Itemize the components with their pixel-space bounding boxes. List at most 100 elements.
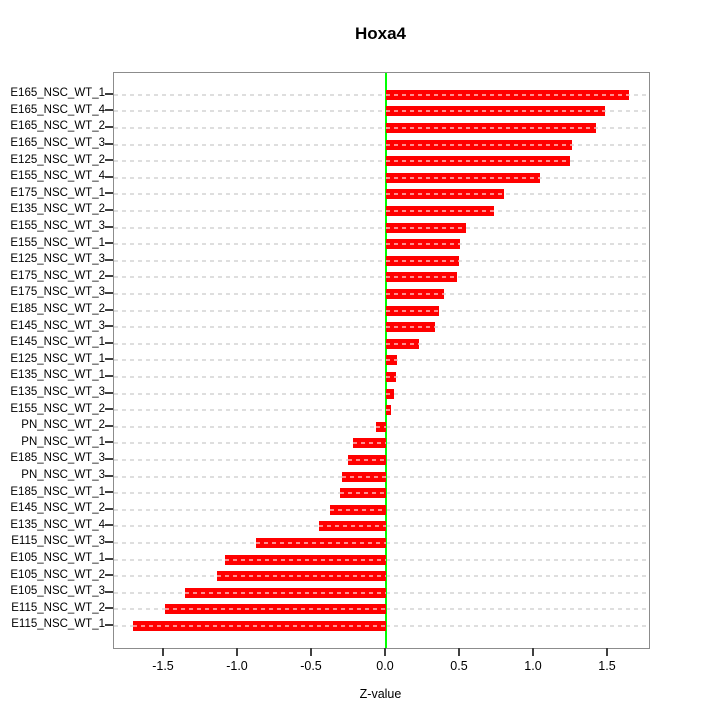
y-axis-tick bbox=[105, 142, 113, 145]
bar bbox=[386, 405, 392, 416]
y-axis-tick bbox=[105, 540, 113, 543]
y-axis-tick bbox=[105, 607, 113, 610]
bar-gridline-overlay bbox=[340, 492, 386, 495]
y-axis-tick bbox=[105, 358, 113, 361]
y-axis-tick bbox=[105, 159, 113, 162]
y-axis-label: E145_NSC_WT_2 bbox=[10, 502, 105, 515]
x-axis-tick-label: -1.0 bbox=[226, 659, 248, 673]
bar-gridline-overlay bbox=[386, 409, 392, 412]
bar bbox=[255, 537, 386, 548]
y-axis-label: E125_NSC_WT_2 bbox=[10, 153, 105, 166]
bar-gridline-overlay bbox=[132, 624, 386, 627]
y-axis-tick bbox=[105, 192, 113, 195]
y-axis-label: E115_NSC_WT_1 bbox=[11, 618, 105, 631]
bar bbox=[386, 272, 458, 283]
gridline bbox=[114, 276, 649, 279]
y-axis-label: E115_NSC_WT_2 bbox=[11, 601, 105, 614]
gridline bbox=[114, 126, 649, 129]
bar bbox=[319, 521, 386, 532]
y-axis-label: E165_NSC_WT_1 bbox=[10, 87, 105, 100]
gridline bbox=[114, 193, 649, 196]
bar-gridline-overlay bbox=[386, 243, 460, 246]
y-axis-label: E115_NSC_WT_3 bbox=[11, 535, 105, 548]
x-axis-tick-label: -0.5 bbox=[300, 659, 322, 673]
bar bbox=[386, 255, 459, 266]
y-axis-label: E185_NSC_WT_3 bbox=[10, 452, 105, 465]
x-axis-tick-label: 0.0 bbox=[376, 659, 394, 673]
y-axis-tick bbox=[105, 441, 113, 444]
bar-gridline-overlay bbox=[319, 525, 386, 528]
y-axis-label: PN_NSC_WT_2 bbox=[21, 419, 105, 432]
gridline bbox=[114, 243, 649, 246]
y-axis-tick bbox=[105, 623, 113, 626]
y-axis-tick bbox=[105, 557, 113, 560]
y-axis-label: E135_NSC_WT_2 bbox=[10, 203, 105, 216]
bar-gridline-overlay bbox=[386, 193, 505, 196]
bar bbox=[386, 388, 395, 399]
y-axis-label: PN_NSC_WT_3 bbox=[21, 469, 105, 481]
y-axis-tick bbox=[105, 109, 113, 112]
y-axis-label: E135_NSC_WT_1 bbox=[10, 369, 105, 382]
gridline bbox=[114, 409, 649, 412]
y-axis-tick bbox=[105, 574, 113, 577]
bar-gridline-overlay bbox=[184, 591, 386, 594]
y-axis-label: E155_NSC_WT_4 bbox=[10, 170, 105, 183]
bar bbox=[386, 355, 398, 366]
gridline bbox=[114, 176, 649, 179]
bar bbox=[386, 305, 440, 316]
x-axis-tick-label: -1.5 bbox=[152, 659, 174, 673]
bar-gridline-overlay bbox=[386, 292, 444, 295]
bar-gridline-overlay bbox=[386, 375, 397, 378]
bar bbox=[341, 471, 386, 482]
plot-area bbox=[113, 72, 650, 649]
y-axis-label: E145_NSC_WT_1 bbox=[10, 336, 105, 349]
bar bbox=[329, 504, 386, 515]
bar bbox=[375, 421, 386, 432]
y-axis-label: E155_NSC_WT_3 bbox=[10, 220, 105, 232]
y-axis-label: E175_NSC_WT_2 bbox=[10, 269, 105, 282]
y-axis-tick bbox=[105, 590, 113, 593]
bar-gridline-overlay bbox=[386, 226, 466, 229]
bar bbox=[386, 322, 435, 333]
bar bbox=[217, 571, 386, 582]
y-axis-tick bbox=[105, 125, 113, 128]
y-axis-tick bbox=[105, 92, 113, 95]
bar bbox=[386, 338, 419, 349]
y-axis-label: E165_NSC_WT_3 bbox=[10, 137, 105, 149]
y-axis-label: E105_NSC_WT_1 bbox=[10, 552, 105, 564]
y-axis-tick bbox=[105, 291, 113, 294]
x-axis-tick bbox=[310, 648, 312, 656]
bar bbox=[386, 122, 597, 133]
gridline bbox=[114, 160, 649, 163]
bar bbox=[386, 288, 444, 299]
bar bbox=[224, 554, 386, 565]
gridline bbox=[114, 93, 649, 96]
gridline bbox=[114, 359, 649, 362]
bar-gridline-overlay bbox=[329, 508, 386, 511]
x-axis-tick bbox=[606, 648, 608, 656]
bar-gridline-overlay bbox=[386, 342, 419, 345]
x-axis-tick-label: 1.0 bbox=[524, 659, 542, 673]
bar-gridline-overlay bbox=[386, 276, 458, 279]
bar-gridline-overlay bbox=[386, 176, 540, 179]
bar bbox=[184, 587, 386, 598]
bar bbox=[165, 604, 386, 615]
y-axis-tick bbox=[105, 408, 113, 411]
bar bbox=[386, 106, 606, 117]
bar bbox=[386, 189, 505, 200]
bar-gridline-overlay bbox=[386, 126, 597, 129]
y-axis-label: E105_NSC_WT_2 bbox=[10, 568, 105, 581]
bar-gridline-overlay bbox=[386, 326, 435, 329]
y-axis-label: E175_NSC_WT_1 bbox=[10, 186, 105, 199]
bar bbox=[386, 172, 540, 183]
bar-gridline-overlay bbox=[165, 608, 386, 611]
y-axis-label: E155_NSC_WT_2 bbox=[10, 402, 105, 415]
y-axis-tick bbox=[105, 325, 113, 328]
bar-gridline-overlay bbox=[386, 392, 395, 395]
bar-gridline-overlay bbox=[353, 442, 386, 445]
y-axis-label: E185_NSC_WT_1 bbox=[10, 485, 105, 498]
x-axis-title: Z-value bbox=[359, 687, 402, 701]
y-axis-label: E165_NSC_WT_2 bbox=[10, 120, 105, 133]
x-axis-tick bbox=[384, 648, 386, 656]
